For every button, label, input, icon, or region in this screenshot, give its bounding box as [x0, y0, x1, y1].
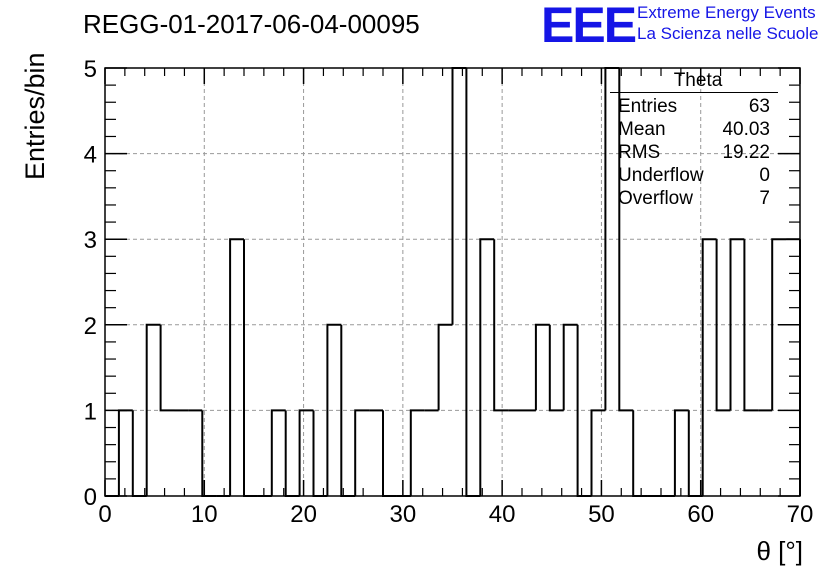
- x-tick-label: 10: [191, 501, 218, 528]
- histogram-bin: [534, 323, 550, 411]
- stats-value: 0: [759, 165, 770, 186]
- y-tick-label: 4: [84, 142, 97, 169]
- stats-value: 7: [759, 188, 770, 209]
- histogram-bin: [590, 409, 606, 496]
- stats-label: Underflow: [618, 165, 704, 186]
- logo-caption-line2: La Scienza nelle Scuole: [637, 24, 819, 43]
- histogram-bin: [243, 239, 258, 497]
- histogram-bin: [131, 410, 147, 497]
- histogram-bin: [382, 410, 397, 497]
- stats-row-rms: RMS 19.22: [610, 141, 778, 164]
- x-tick-label: 60: [687, 501, 714, 528]
- stats-label: Overflow: [618, 188, 693, 209]
- histogram-bin: [284, 410, 300, 497]
- histogram-bin: [312, 410, 328, 497]
- histogram-bin: [117, 409, 133, 496]
- x-tick-label: 70: [787, 501, 814, 528]
- histogram-bin: [159, 324, 175, 412]
- eee-logo: EEE: [541, 0, 637, 53]
- stats-label: RMS: [618, 142, 661, 163]
- stats-label: Entries: [618, 96, 678, 117]
- histogram-bin: [548, 324, 564, 412]
- logo-caption: Extreme Energy Events La Scienza nelle S…: [637, 2, 818, 44]
- histogram-bin: [298, 409, 314, 496]
- x-axis-label: θ [°]: [756, 536, 803, 566]
- chart-title: REGG-01-2017-06-04-00095: [83, 9, 420, 39]
- stats-row-entries: Entries 63: [610, 95, 778, 118]
- histogram-bin: [465, 68, 481, 497]
- histogram-bin: [493, 239, 509, 412]
- histogram-bin: [437, 323, 453, 411]
- histogram-bin: [270, 409, 286, 496]
- x-tick-label: 20: [290, 501, 317, 528]
- stats-row-underflow: Underflow 0: [610, 164, 778, 187]
- histogram-bin: [354, 409, 370, 496]
- histogram-bin: [145, 323, 161, 496]
- axis-ticks: [104, 67, 801, 497]
- histogram-bin: [451, 67, 467, 325]
- stats-value: 40.03: [722, 119, 770, 140]
- stats-label: Mean: [618, 119, 666, 140]
- histogram-bin: [729, 238, 745, 411]
- x-tick-label: 40: [489, 501, 516, 528]
- stats-divider: [610, 92, 778, 93]
- histogram-bin: [673, 409, 689, 496]
- y-tick-label: 5: [84, 56, 97, 83]
- stats-box: Theta Entries 63 Mean 40.03 RMS 19.22 Un…: [610, 70, 778, 210]
- stats-row-mean: Mean 40.03: [610, 118, 778, 141]
- histogram-bin: [701, 238, 717, 496]
- histogram-bin: [479, 238, 495, 496]
- histogram-bin: [715, 239, 731, 412]
- y-tick-label: 2: [84, 313, 97, 340]
- stats-value: 63: [748, 96, 770, 117]
- y-axis-label: Entries/bin: [20, 52, 50, 180]
- x-tick-label: 0: [98, 501, 111, 528]
- y-tick-label: 1: [84, 398, 97, 425]
- x-tick-label: 50: [588, 501, 615, 528]
- y-tick-label: 0: [84, 484, 97, 511]
- histogram-bin: [743, 239, 759, 412]
- x-tick-label: 30: [390, 501, 417, 528]
- histogram-bin: [562, 323, 578, 411]
- stats-row-overflow: Overflow 7: [610, 187, 778, 210]
- histogram-bin: [632, 410, 648, 497]
- logo-caption-line1: Extreme Energy Events: [637, 3, 816, 22]
- histogram-bin: [409, 409, 425, 496]
- plot-frame: [104, 67, 801, 497]
- histogram-bin: [326, 323, 342, 496]
- histogram-bin: [618, 68, 634, 412]
- y-tick-label: 3: [84, 227, 97, 254]
- histogram-bin: [229, 238, 244, 496]
- stats-value: 19.22: [722, 142, 770, 163]
- stats-title: Theta: [673, 70, 723, 91]
